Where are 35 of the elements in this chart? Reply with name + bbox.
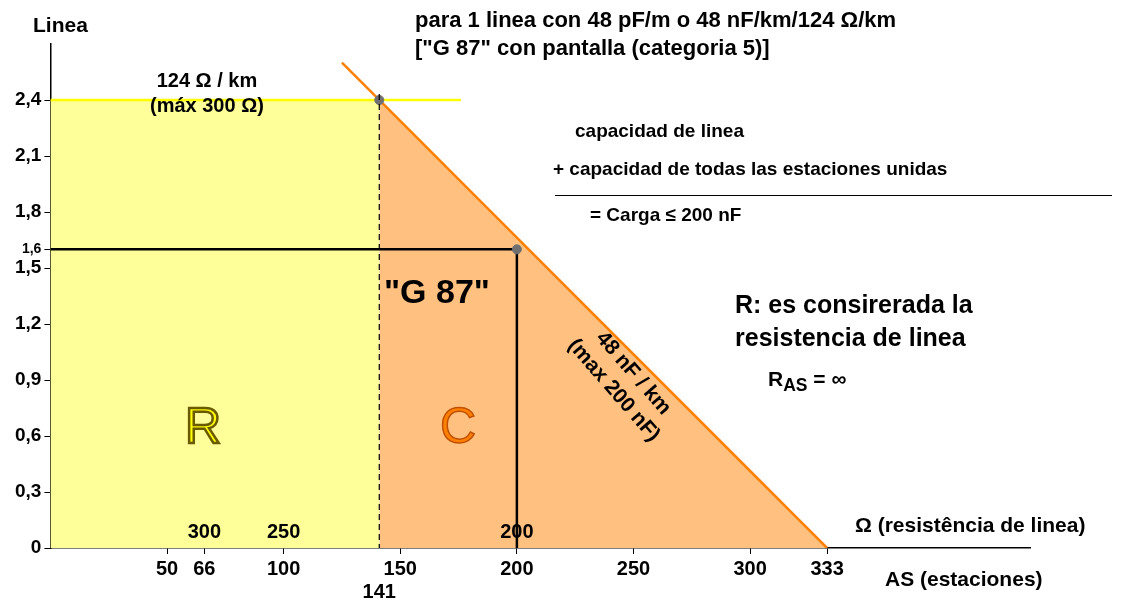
y-tick-label: 1,6 — [21, 240, 42, 257]
ref-line-label: 141 — [362, 579, 396, 602]
annotation: capacidad de linea — [575, 119, 744, 143]
annotation: "G 87" — [384, 271, 490, 312]
x-tick-label: 100 — [266, 556, 301, 579]
annotation: C — [440, 397, 477, 456]
annotation: 250 — [266, 519, 301, 542]
y-tick-label: 1,2 — [14, 312, 42, 334]
annotation: R$_{AS}$ = ∞ — [768, 366, 847, 398]
chart-subtitle: ["G 87" con pantalla (categoria 5)] — [415, 34, 770, 62]
x-tick-label: 66 — [193, 556, 216, 579]
x-tick-label: 333 — [810, 556, 844, 579]
y-tick-label: 1,5 — [14, 256, 42, 278]
annotation: R — [185, 397, 222, 456]
y-tick-label: 0 — [30, 536, 42, 558]
y-tick-label: 2,4 — [14, 88, 42, 110]
annotation: = Carga ≤ 200 nF — [590, 203, 742, 227]
x-tick-label: 300 — [733, 556, 767, 579]
x-axis-title: AS (estaciones) — [885, 566, 1043, 592]
y-axis-title: Linea — [33, 12, 88, 38]
x-tick-label: 150 — [383, 556, 417, 579]
annotation: 124 Ω / km (máx 300 Ω) — [150, 68, 264, 118]
annotation: R: es consirerada la resistencia de linea — [735, 289, 973, 353]
annotation: + capacidad de todas las estaciones unidas — [553, 157, 948, 181]
annotation: Ω (resistência de linea) — [855, 512, 1086, 538]
x-tick-label: 200 — [500, 556, 534, 579]
x-tick-label: 250 — [616, 556, 651, 579]
y-tick-label: 1,8 — [14, 200, 42, 222]
y-tick-label: 0,3 — [14, 480, 42, 502]
annotation: 300 — [187, 519, 222, 542]
y-tick-label: 0,9 — [14, 368, 42, 390]
y-tick-label: 0,6 — [14, 424, 42, 446]
x-tick-label: 50 — [155, 556, 179, 579]
chart-title: para 1 linea con 48 pF/m o 48 nF/km/124 Ω/km — [415, 6, 897, 34]
y-tick-label: 2,1 — [14, 144, 42, 166]
